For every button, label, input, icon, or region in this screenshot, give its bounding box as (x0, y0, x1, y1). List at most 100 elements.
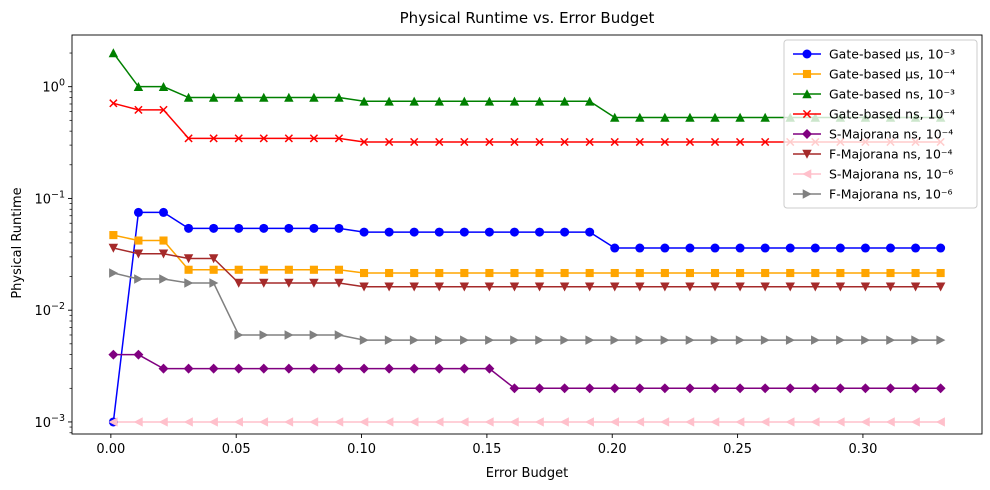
legend-entry-4: S-Majorana ns, 10⁻⁴ (793, 127, 953, 142)
x-tick-label: 0.00 (96, 442, 125, 457)
data-point (183, 363, 194, 374)
data-point (334, 134, 344, 143)
data-point (635, 112, 645, 122)
data-point (685, 268, 694, 278)
data-point (684, 383, 695, 394)
data-point (785, 335, 795, 345)
y-tick-label: 10−2 (34, 301, 65, 319)
data-point (158, 81, 169, 91)
data-point (584, 96, 595, 106)
data-point (184, 134, 193, 143)
legend-label: S-Majorana ns, 10⁻⁶ (829, 167, 953, 182)
data-point (384, 227, 394, 237)
data-point (108, 243, 119, 253)
data-point (208, 92, 219, 102)
y-tick-label: 10−3 (34, 413, 65, 431)
data-point (635, 137, 644, 147)
data-point (760, 335, 770, 345)
data-point (309, 417, 319, 427)
series-points-1 (109, 231, 945, 278)
data-point (685, 335, 695, 345)
legend-marker (802, 69, 812, 79)
legend-marker (802, 149, 812, 159)
data-point (760, 383, 771, 394)
data-point (584, 417, 594, 427)
data-point (385, 268, 394, 278)
data-point (109, 99, 118, 108)
data-point (334, 278, 344, 288)
data-point (710, 282, 720, 292)
data-point (860, 417, 870, 427)
data-point (284, 265, 293, 274)
data-point (535, 227, 545, 237)
data-point (359, 417, 369, 427)
data-point (861, 268, 870, 278)
data-point (384, 363, 395, 374)
x-tick-label: 0.20 (598, 442, 627, 457)
legend-label: S-Majorana ns, 10⁻⁴ (829, 127, 953, 142)
data-point (810, 417, 820, 427)
data-point (484, 282, 495, 292)
data-point (735, 335, 745, 345)
data-point (108, 349, 119, 360)
data-point (760, 417, 770, 427)
legend: Gate-based μs, 10⁻³ Gate-based μs, 10⁻⁴ Ga… (783, 39, 978, 209)
x-tick-label: 0.30 (848, 442, 877, 457)
data-point (936, 243, 946, 253)
data-point (559, 96, 570, 106)
data-point (158, 417, 168, 427)
series-points-4 (108, 349, 946, 394)
data-point (209, 223, 219, 233)
data-point (736, 268, 745, 278)
data-point (885, 243, 895, 253)
data-point (810, 243, 820, 253)
data-point (886, 335, 896, 345)
data-point (485, 268, 494, 278)
data-point (685, 243, 695, 253)
data-point (660, 112, 670, 122)
data-point (384, 335, 394, 345)
data-point (885, 383, 896, 394)
data-point (484, 227, 494, 237)
legend-entry-6: S-Majorana ns, 10⁻⁶ (793, 167, 953, 182)
data-point (234, 134, 243, 143)
data-point (585, 227, 595, 237)
legend-label: Gate-based ns, 10⁻⁴ (829, 107, 955, 122)
data-point (785, 282, 795, 292)
data-point (509, 417, 519, 427)
data-point (836, 335, 846, 345)
data-point (510, 137, 519, 147)
data-point (635, 417, 645, 427)
series-lines (112, 52, 941, 423)
data-point (585, 268, 594, 278)
data-point (209, 134, 218, 143)
data-point (208, 363, 219, 374)
y-tick-base: 10 (34, 416, 51, 431)
data-point (534, 417, 544, 427)
data-point (635, 268, 644, 278)
data-point (535, 137, 544, 147)
data-point (610, 137, 619, 147)
data-point (635, 243, 645, 253)
data-point (635, 282, 645, 292)
y-tick-base: 10 (34, 304, 51, 319)
data-point (334, 330, 344, 340)
data-point (434, 227, 444, 237)
data-point (334, 363, 344, 374)
data-point (459, 282, 470, 292)
data-point (409, 335, 419, 345)
data-point (359, 96, 369, 106)
data-point (910, 417, 920, 427)
legend-marker (802, 169, 812, 179)
legend-marker (802, 109, 812, 119)
data-point (259, 134, 268, 143)
x-tick-label: 0.15 (472, 442, 501, 457)
data-point (183, 92, 194, 102)
series-points-7 (109, 268, 946, 345)
data-point (183, 254, 194, 264)
data-point (409, 417, 419, 427)
data-point (735, 112, 745, 122)
legend-entry-3: Gate-based ns, 10⁻⁴ (793, 107, 955, 122)
x-tick-label: 0.25 (723, 442, 752, 457)
